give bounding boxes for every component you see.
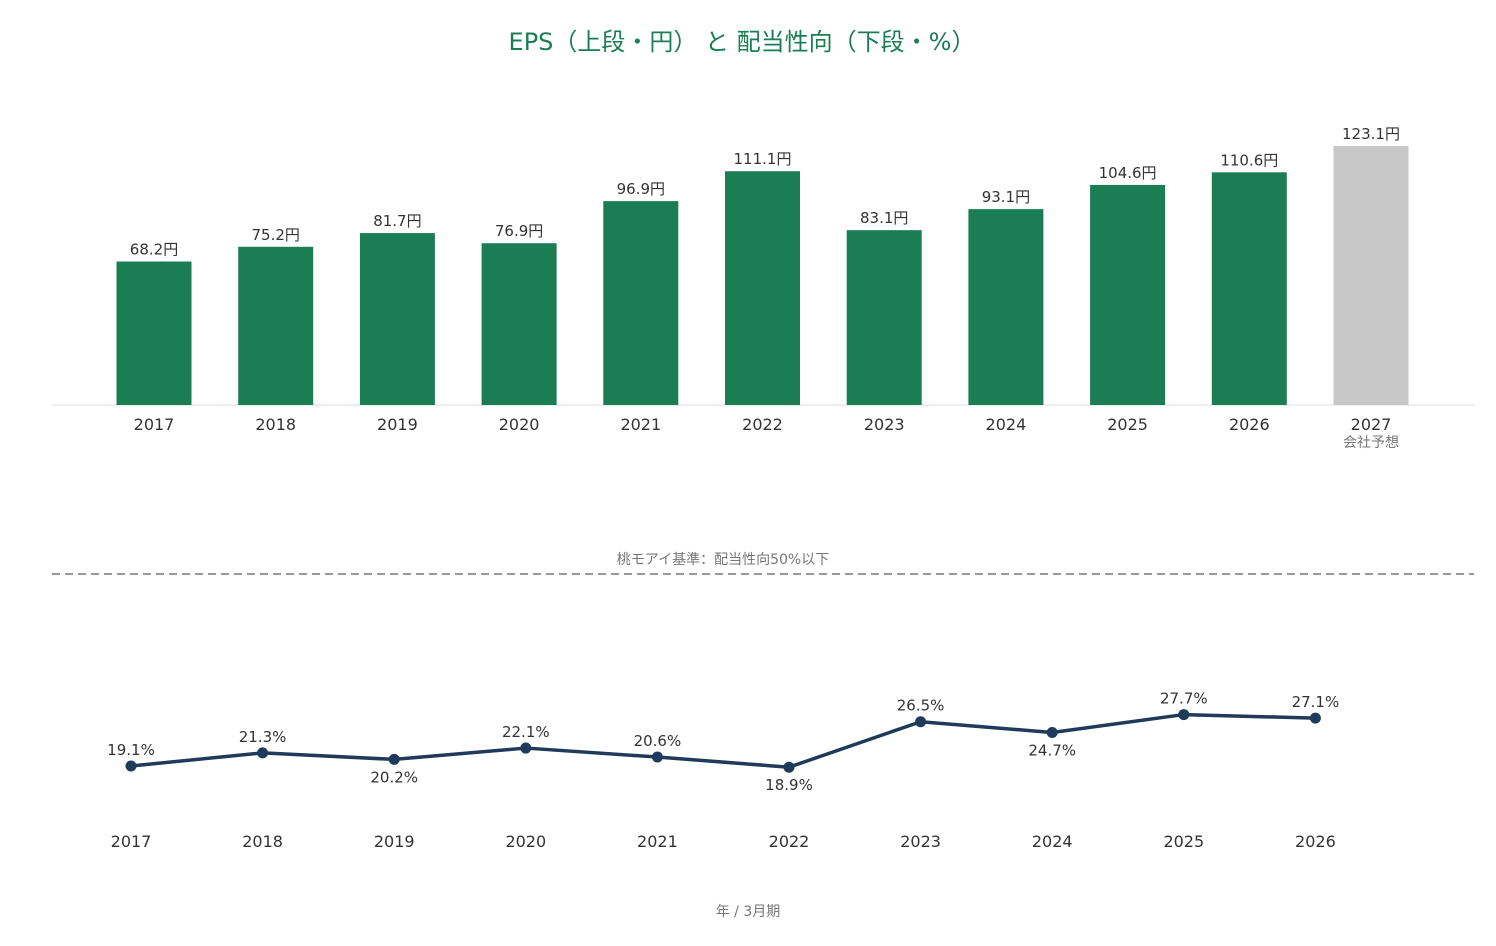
eps-x-tick: 2017 — [134, 415, 175, 434]
payout-point-2021 — [651, 751, 663, 763]
eps-value-label: 111.1円 — [734, 150, 792, 168]
payout-line: 19.1% 2017 21.3% 2018 20.2% 2019 22.1% 2020 20.6… — [107, 690, 1339, 851]
eps-value-label: 104.6円 — [1099, 164, 1157, 182]
payout-x-tick: 2026 — [1295, 832, 1336, 851]
eps-bar-2025 — [1090, 184, 1166, 405]
eps-value-label: 110.6円 — [1220, 151, 1278, 169]
eps-value-label: 68.2円 — [130, 241, 178, 259]
eps-value-label: 83.1円 — [860, 209, 908, 227]
payout-value-label: 21.3% — [239, 728, 287, 746]
payout-x-tick: 2023 — [900, 832, 941, 851]
payout-point-2018 — [257, 747, 269, 759]
payout-point-2022 — [783, 761, 795, 773]
eps-bar-2018 — [238, 246, 314, 405]
payout-value-label: 19.1% — [107, 741, 155, 759]
payout-value-label: 18.9% — [765, 776, 813, 794]
eps-value-label: 76.9円 — [495, 222, 543, 240]
payout-point-2019 — [388, 753, 400, 765]
eps-bars: 68.2円 2017 75.2円 2018 81.7円 2019 76.9円 2020 96.9… — [116, 125, 1409, 434]
payout-x-tick: 2021 — [637, 832, 678, 851]
payout-value-label: 22.1% — [502, 723, 550, 741]
eps-bar-2019 — [359, 233, 435, 405]
eps-value-label: 123.1円 — [1342, 125, 1400, 143]
eps-x-tick: 2022 — [742, 415, 783, 434]
x-axis-note: 年 / 3月期 — [716, 904, 781, 920]
eps-x-tick: 2024 — [986, 415, 1027, 434]
eps-x-tick: 2020 — [499, 415, 540, 434]
payout-x-tick: 2020 — [505, 832, 546, 851]
eps-value-label: 81.7円 — [373, 212, 421, 230]
payout-point-2026 — [1309, 712, 1321, 724]
payout-x-tick: 2022 — [769, 832, 810, 851]
chart-title: EPS（上段・円） と 配当性向（下段・%） — [509, 28, 976, 56]
eps-bar-2023 — [846, 230, 922, 405]
eps-x-tick: 2019 — [377, 415, 418, 434]
payout-value-label: 27.1% — [1292, 693, 1340, 711]
eps-x-tick: 2026 — [1229, 415, 1270, 434]
payout-x-tick: 2025 — [1163, 832, 1204, 851]
eps-bar-2021 — [603, 201, 679, 405]
eps-x-tick: 2027 — [1351, 415, 1392, 434]
eps-bar-2017 — [116, 261, 192, 405]
payout-x-tick: 2019 — [374, 832, 415, 851]
payout-value-label: 20.6% — [634, 732, 682, 750]
payout-value-label: 20.2% — [370, 768, 418, 786]
payout-line-path — [130, 712, 1316, 769]
eps-bar-2020 — [481, 243, 557, 405]
eps-x-tick: 2025 — [1107, 415, 1148, 434]
eps-x-tick: 2018 — [255, 415, 296, 434]
eps-bar-2022 — [725, 171, 800, 405]
payout-value-label: 26.5% — [897, 697, 945, 715]
payout-point-2020 — [520, 742, 532, 754]
payout-value-label: 24.7% — [1028, 742, 1076, 760]
eps-bar-2027 — [1333, 146, 1409, 405]
eps-bar-2024 — [968, 209, 1044, 405]
payout-point-2024 — [1046, 727, 1058, 739]
eps-value-label: 93.1円 — [982, 188, 1030, 206]
forecast-note: 会社予想 — [1343, 435, 1399, 451]
payout-point-2017 — [125, 760, 137, 772]
eps-value-label: 96.9円 — [617, 180, 665, 198]
payout-value-label: 27.7% — [1160, 690, 1208, 708]
eps-x-tick: 2023 — [864, 415, 905, 434]
payout-x-tick: 2018 — [242, 832, 283, 851]
eps-bar-2026 — [1211, 172, 1287, 405]
eps-x-tick: 2021 — [620, 415, 661, 434]
payout-point-2025 — [1178, 709, 1190, 721]
payout-x-tick: 2024 — [1032, 832, 1073, 851]
payout-x-tick: 2017 — [111, 832, 152, 851]
reference-line-label: 桃モアイ基準：配当性向50%以下 — [617, 551, 829, 568]
eps-value-label: 75.2円 — [251, 226, 299, 244]
payout-point-2023 — [915, 716, 927, 728]
